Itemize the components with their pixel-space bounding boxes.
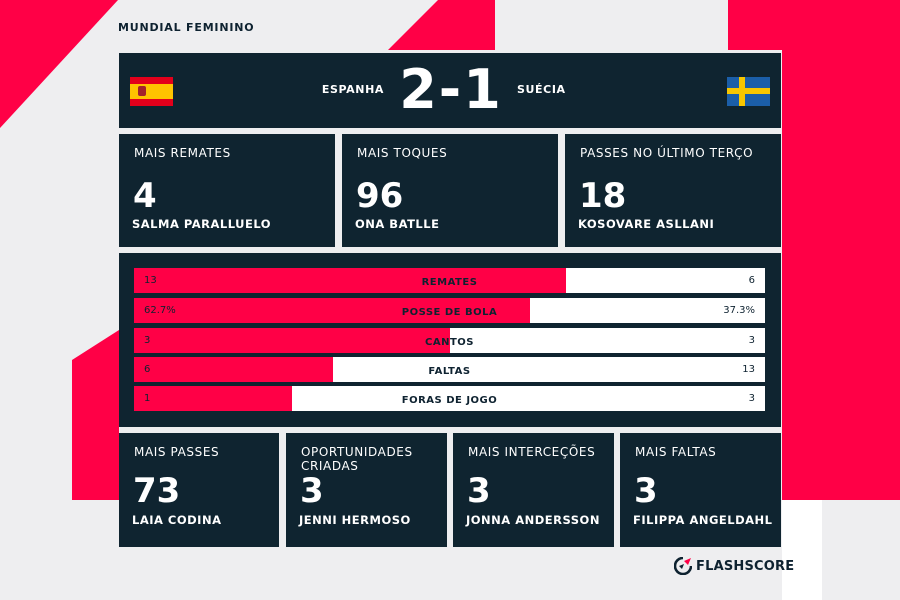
leader-card-chances-created: OPORTUNIDADES CRIADAS 3 JENNI HERMOSO	[286, 433, 447, 547]
leader-value: 73	[133, 471, 181, 511]
stat-home-bar	[134, 328, 450, 353]
stat-home-bar	[134, 357, 334, 382]
leader-player: KOSOVARE ASLLANI	[578, 217, 715, 231]
leader-label: PASSES NO ÚLTIMO TERÇO	[580, 146, 754, 160]
leader-player: ONA BATLLE	[355, 217, 440, 231]
stat-home-value: 62.7%	[144, 305, 176, 316]
leader-card-passes: MAIS PASSES 73 LAIA CODINA	[119, 433, 279, 547]
leader-value: 18	[579, 176, 627, 216]
stat-row-fouls: 6 FALTAS 13	[134, 357, 765, 382]
stat-row-corners: 3 CANTOS 3	[134, 328, 765, 353]
leader-value: 3	[467, 471, 491, 511]
stat-away-value: 6	[748, 275, 755, 286]
leader-label: MAIS INTERCEÇÕES	[468, 445, 596, 459]
home-team-name: ESPANHA	[321, 83, 384, 96]
stat-home-value: 13	[144, 275, 157, 286]
stats-comparison: 13 REMATES 6 62.7% POSSE DE BOLA 37.3% 3…	[119, 253, 781, 427]
leader-label: OPORTUNIDADES CRIADAS	[301, 445, 413, 473]
stat-label: CANTOS	[425, 337, 474, 348]
leader-player: JENNI HERMOSO	[299, 513, 411, 527]
leader-value: 3	[634, 471, 658, 511]
leader-card-shots: MAIS REMATES 4 SALMA PARALLUELO	[119, 134, 335, 247]
leader-label: MAIS REMATES	[134, 146, 231, 160]
stat-home-bar	[134, 386, 292, 411]
leader-label: MAIS PASSES	[134, 445, 220, 459]
match-score: 2-1	[399, 58, 503, 121]
leader-label: MAIS FALTAS	[635, 445, 717, 459]
stat-label: REMATES	[421, 277, 478, 288]
leader-player: JONNA ANDERSSON	[466, 513, 600, 527]
away-team-name: SUÉCIA	[517, 83, 566, 96]
flashscore-logo: FLASHSCORE	[674, 556, 794, 576]
leader-label: MAIS TOQUES	[357, 146, 448, 160]
sweden-flag-icon	[727, 77, 770, 106]
stat-label: FALTAS	[428, 366, 471, 377]
stat-row-shots: 13 REMATES 6	[134, 268, 765, 293]
leader-card-interceptions: MAIS INTERCEÇÕES 3 JONNA ANDERSSON	[453, 433, 614, 547]
stat-home-bar	[134, 298, 530, 323]
leader-player: FILIPPA ANGELDAHL	[633, 513, 773, 527]
score-header: ESPANHA 2-1 SUÉCIA	[119, 53, 781, 128]
leader-value: 4	[133, 176, 157, 216]
leader-card-fouls: MAIS FALTAS 3 FILIPPA ANGELDAHL	[620, 433, 781, 547]
brand-name: FLASHSCORE	[696, 558, 795, 574]
competition-title: MUNDIAL FEMININO	[118, 21, 255, 34]
flashscore-logo-icon	[674, 557, 692, 575]
stat-away-value: 3	[748, 335, 755, 346]
stat-away-value: 3	[748, 393, 755, 404]
leader-player: LAIA CODINA	[132, 513, 222, 527]
leader-card-touches: MAIS TOQUES 96 ONA BATLLE	[342, 134, 558, 247]
leader-card-final-third-passes: PASSES NO ÚLTIMO TERÇO 18 KOSOVARE ASLLA…	[565, 134, 781, 247]
stat-home-bar	[134, 268, 566, 293]
stat-home-value: 3	[144, 335, 151, 346]
stat-home-value: 1	[144, 393, 151, 404]
leader-player: SALMA PARALLUELO	[132, 217, 272, 231]
stat-away-value: 37.3%	[723, 305, 755, 316]
stat-row-possession: 62.7% POSSE DE BOLA 37.3%	[134, 298, 765, 323]
stat-row-offsides: 1 FORAS DE JOGO 3	[134, 386, 765, 411]
spain-flag-icon	[130, 77, 173, 106]
stat-away-value: 13	[742, 364, 755, 375]
stat-home-value: 6	[144, 364, 151, 375]
leader-value: 3	[300, 471, 324, 511]
stat-label: FORAS DE JOGO	[401, 395, 498, 406]
stat-label: POSSE DE BOLA	[401, 307, 498, 318]
leader-value: 96	[356, 176, 404, 216]
